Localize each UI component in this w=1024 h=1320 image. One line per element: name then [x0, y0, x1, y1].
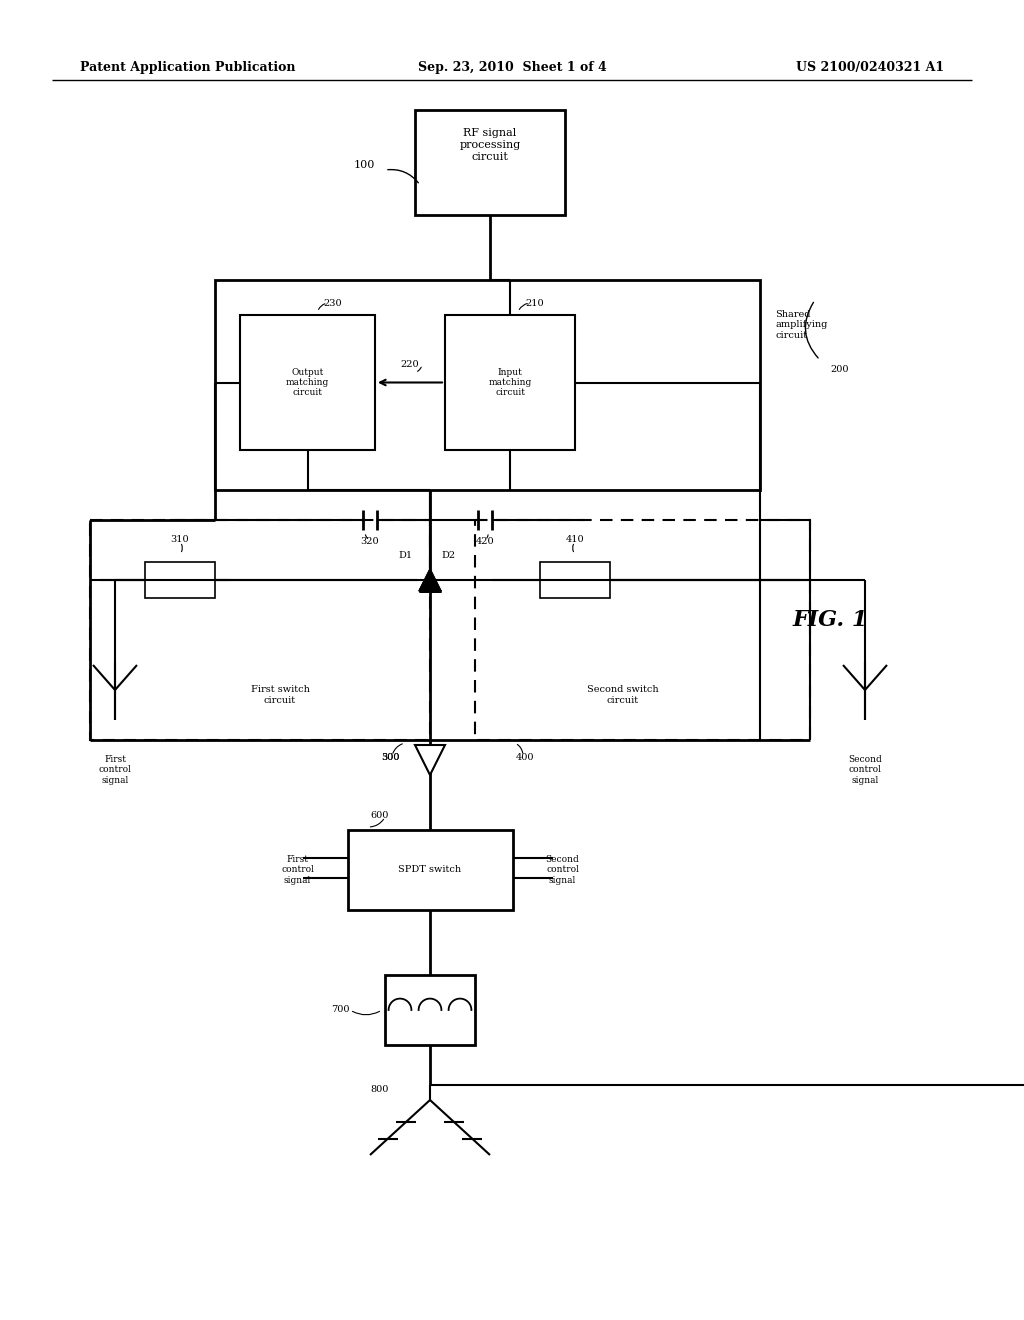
Text: 310: 310 [171, 536, 189, 544]
Bar [445, 315, 575, 450]
Polygon shape [419, 569, 441, 591]
Bar [145, 562, 215, 598]
Bar [475, 520, 810, 741]
Text: 500: 500 [381, 754, 399, 763]
Text: 210: 210 [525, 298, 545, 308]
Text: Input
matching
circuit: Input matching circuit [488, 367, 531, 397]
Text: SPDT switch: SPDT switch [398, 866, 462, 874]
Bar [215, 280, 760, 490]
Text: 230: 230 [324, 298, 342, 308]
Text: US 2100/0240321 A1: US 2100/0240321 A1 [796, 62, 944, 74]
Text: 400: 400 [516, 754, 535, 763]
Bar [347, 830, 512, 909]
Bar [385, 975, 475, 1045]
Text: 100: 100 [353, 160, 375, 170]
Text: RF signal
processing
circuit: RF signal processing circuit [460, 128, 520, 161]
Text: First
control
signal: First control signal [281, 855, 314, 884]
Text: D2: D2 [441, 550, 455, 560]
Text: FIG. 1: FIG. 1 [793, 609, 867, 631]
Bar [240, 315, 375, 450]
Bar [415, 110, 565, 215]
Text: 800: 800 [370, 1085, 388, 1094]
Text: Second switch
circuit: Second switch circuit [587, 685, 658, 705]
Text: First
control
signal: First control signal [98, 755, 131, 785]
Text: 220: 220 [400, 360, 419, 370]
Text: Second
control
signal: Second control signal [546, 855, 580, 884]
Text: 300: 300 [381, 754, 399, 763]
Text: 410: 410 [565, 536, 585, 544]
Text: 600: 600 [371, 810, 389, 820]
Text: Second
control
signal: Second control signal [848, 755, 882, 785]
Text: First switch
circuit: First switch circuit [251, 685, 309, 705]
Polygon shape [419, 569, 441, 591]
Bar [90, 520, 430, 741]
Text: Output
matching
circuit: Output matching circuit [286, 367, 329, 397]
Bar [540, 562, 610, 598]
Text: 700: 700 [331, 1006, 349, 1015]
Text: Patent Application Publication: Patent Application Publication [80, 62, 296, 74]
Text: 200: 200 [830, 366, 849, 375]
Text: 320: 320 [360, 537, 379, 546]
Text: Shared
amplifying
circuit: Shared amplifying circuit [775, 310, 827, 339]
Text: D1: D1 [398, 550, 412, 560]
Text: Sep. 23, 2010  Sheet 1 of 4: Sep. 23, 2010 Sheet 1 of 4 [418, 62, 606, 74]
Text: 420: 420 [476, 537, 495, 546]
Polygon shape [415, 744, 445, 775]
